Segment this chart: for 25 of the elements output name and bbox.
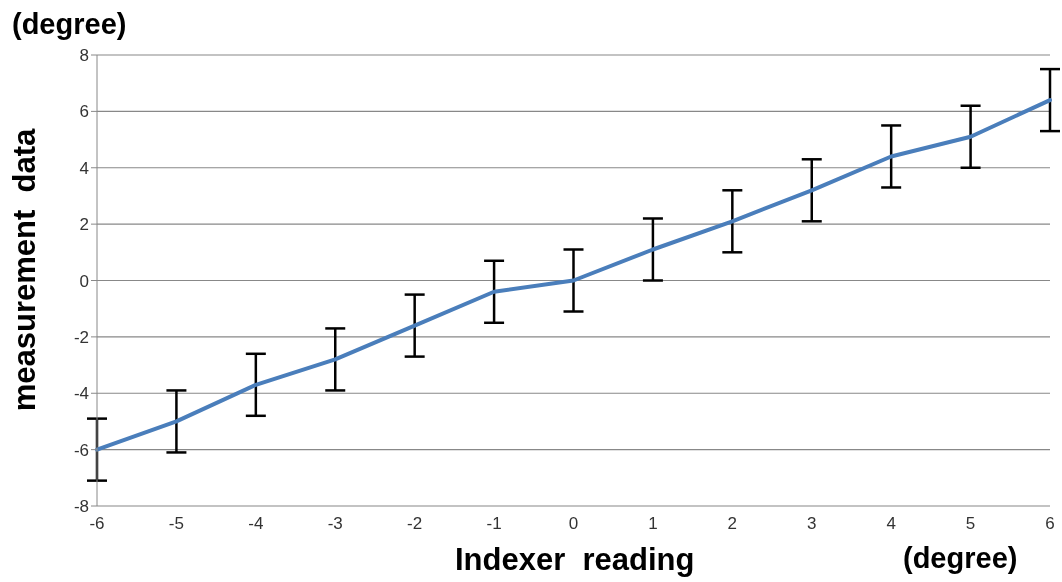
x-tick-label: -5 — [168, 514, 184, 533]
x-tick-label: 5 — [965, 514, 976, 533]
y-tick-label: -2 — [73, 327, 89, 347]
y-tick-label: 8 — [79, 46, 89, 66]
x-tick-label: 0 — [568, 514, 579, 533]
x-tick-label: 1 — [648, 514, 658, 533]
text: (degree) — [12, 8, 127, 41]
y-tick-label: -8 — [73, 497, 89, 517]
x-tick-label: -2 — [407, 514, 423, 533]
x-tick-label: 6 — [1045, 514, 1055, 533]
text: (degree) — [903, 542, 1018, 575]
y-tick-label: 2 — [79, 215, 89, 235]
y-tick-label: 0 — [79, 271, 89, 291]
y-tick-label: 6 — [79, 102, 89, 122]
x-tick-label: -3 — [327, 514, 343, 533]
y-tick-label: -4 — [73, 384, 89, 404]
x-tick-label: 4 — [886, 514, 896, 533]
x-tick-label: -1 — [486, 514, 502, 533]
y-tick-label: -6 — [73, 440, 89, 460]
y-axis-title: measurement data — [7, 128, 43, 412]
x-axis-title: Indexer reading — [455, 542, 695, 578]
x-tick-label: 3 — [807, 514, 817, 533]
y-tick-label: 4 — [79, 158, 89, 178]
x-tick-label: 2 — [727, 514, 738, 533]
x-tick-label: -4 — [248, 514, 264, 533]
